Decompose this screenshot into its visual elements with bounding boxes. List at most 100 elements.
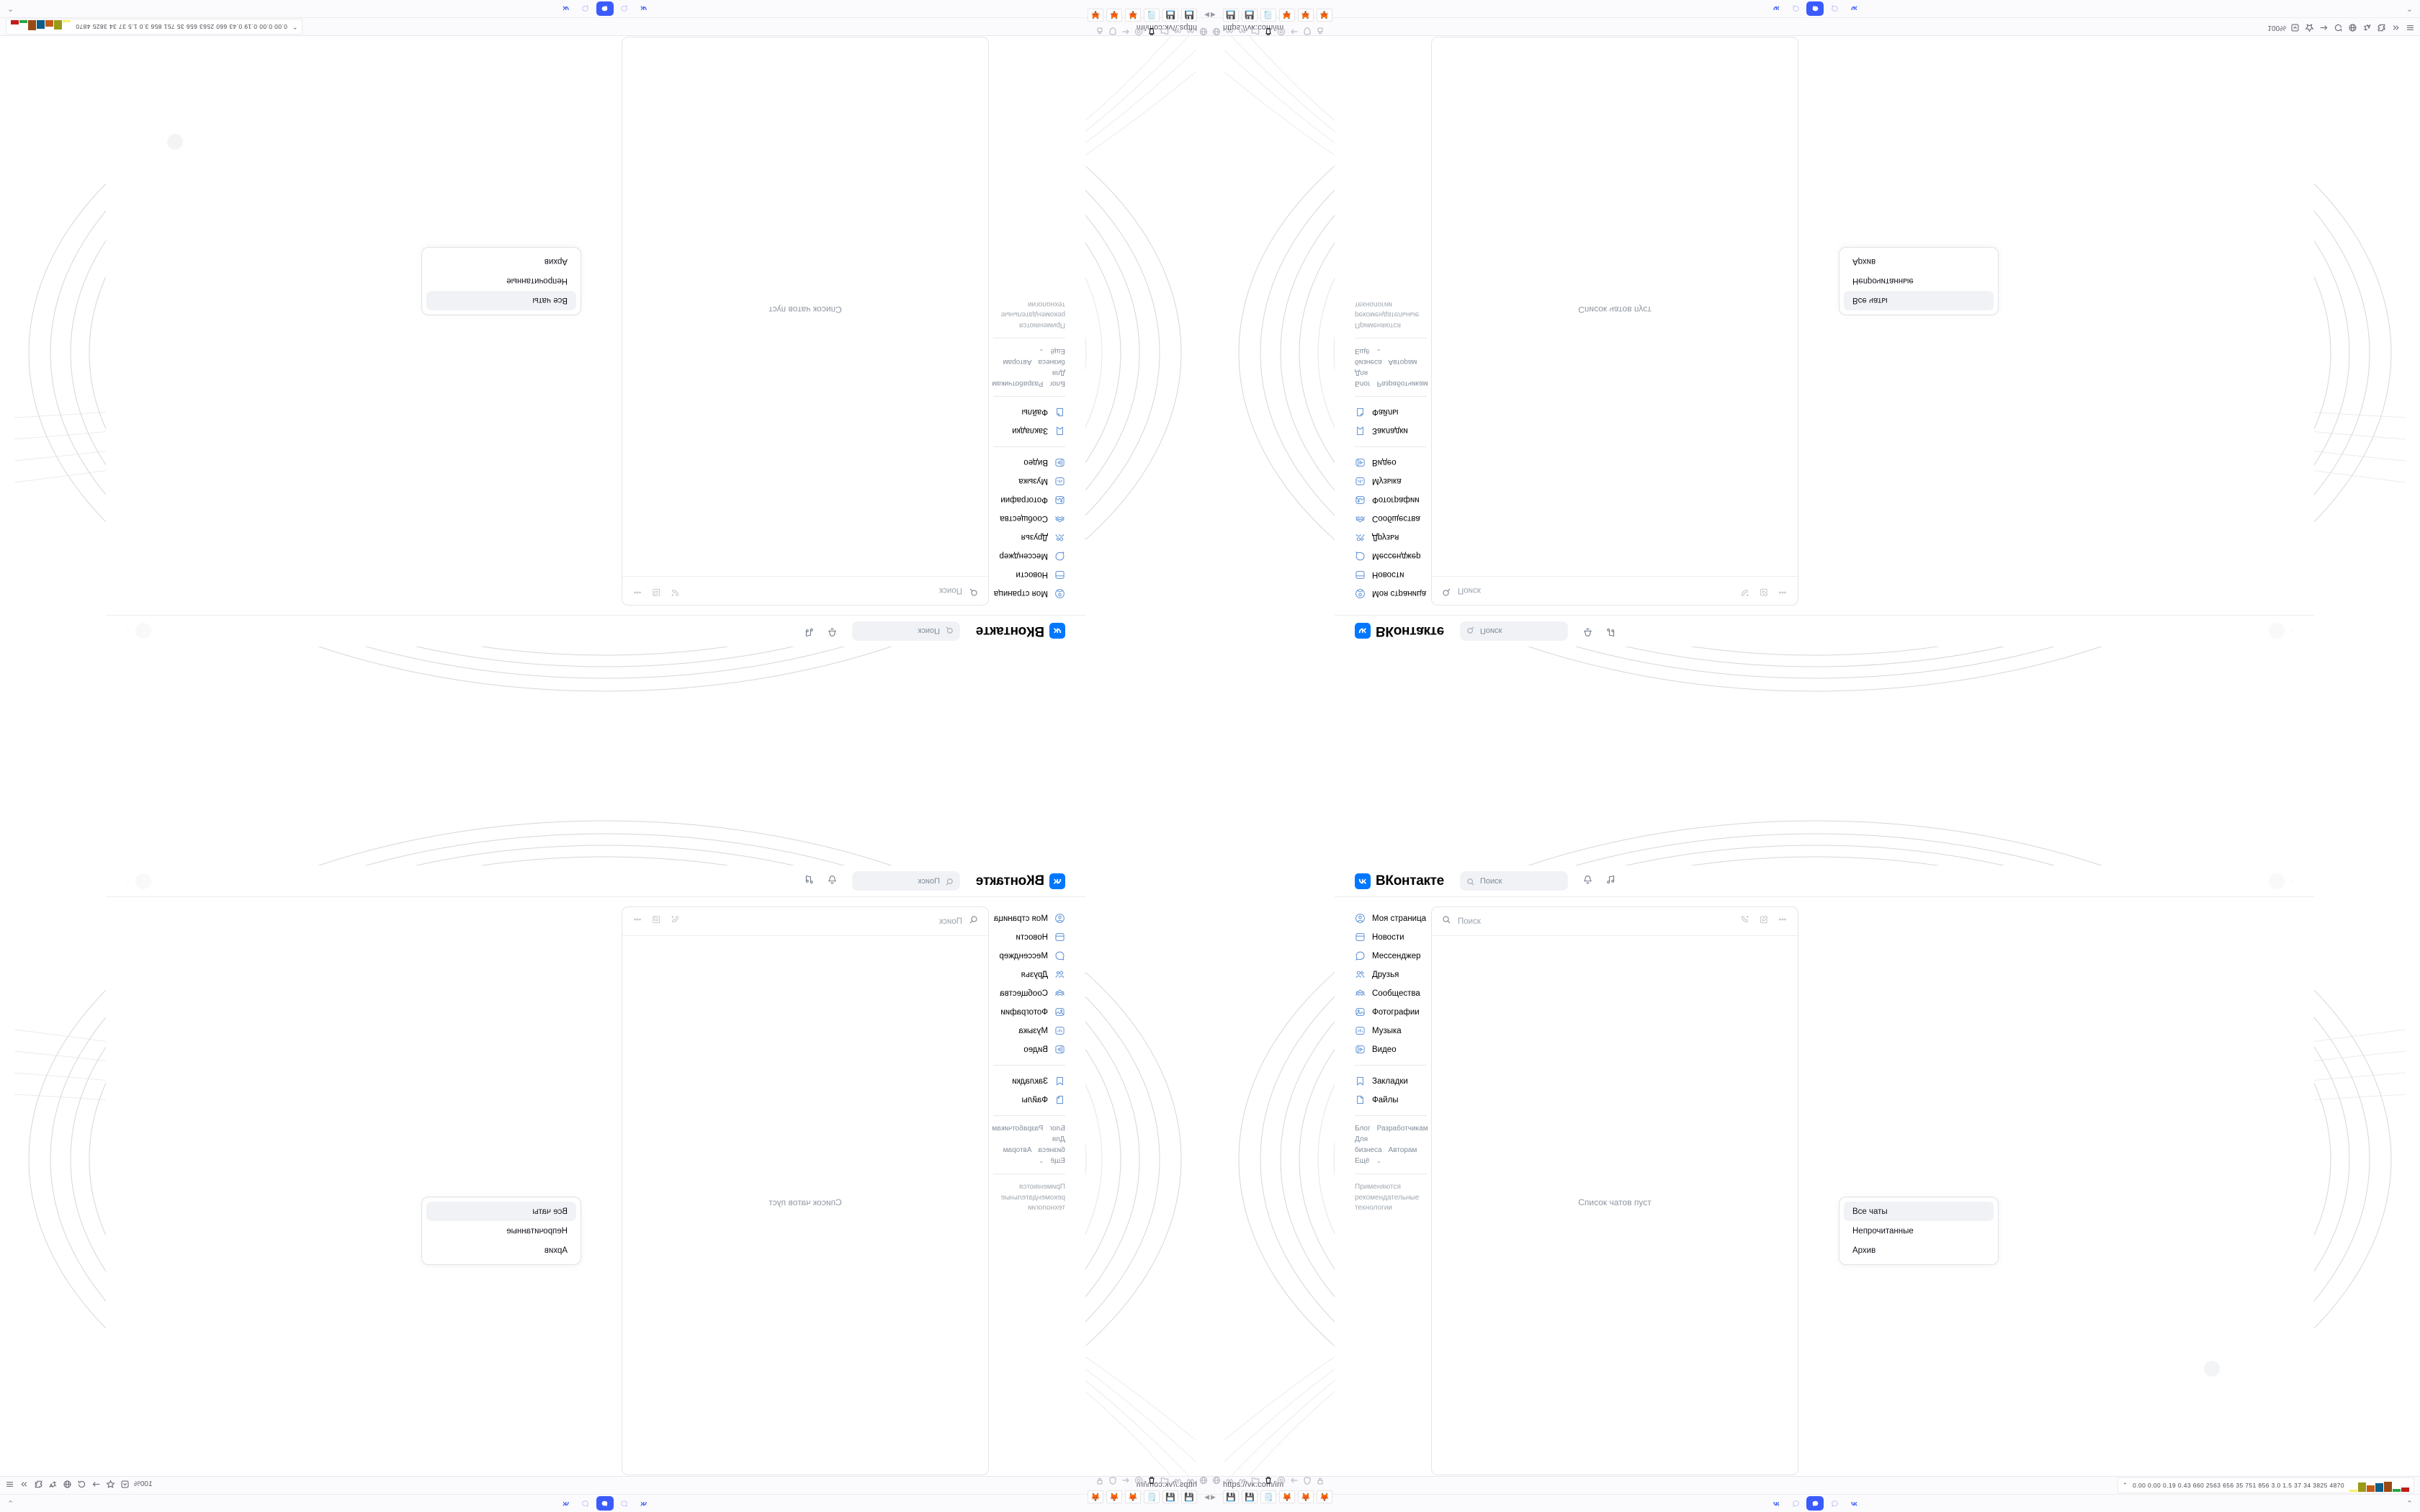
more-horizontal-icon[interactable] [632,584,642,598]
vk-logo-icon[interactable] [1355,873,1371,889]
taskbar-app-firefox[interactable]: 🦊 [1297,9,1314,22]
taskbar-arrow[interactable]: ▶ [1204,12,1209,19]
system-monitor-widget[interactable]: ⌃ 0.00 0.00 0.19 0.43 660 2563 656 35 75… [2117,1477,2414,1493]
trash-icon[interactable] [1147,24,1156,37]
sidebar-item-5[interactable]: Сообщества [993,510,1065,527]
chat-filter-option-2[interactable]: Непрочитанные [506,276,568,286]
chat-search-placeholder[interactable]: Поиск [1458,917,1481,926]
sidebar-item-3[interactable]: Мессенджер [993,948,1065,964]
music-note-icon[interactable] [804,874,815,888]
taskbar-app-row[interactable]: 🦊 🦊 🦊 🗒️ 💾 💾 ◀ ▶ 💾 💾 🗒️ 🦊 🦊 🦊 [0,1489,2420,1505]
profile-menu-button[interactable]: ⌄ [2268,873,2295,889]
chat-filter-option-3[interactable]: Архив [544,1246,568,1255]
profile-menu-button[interactable]: ⌄ [2268,623,2295,639]
taskbar-app-floppy-pb[interactable]: 💾 [1241,9,1258,22]
shield-icon[interactable] [1303,24,1312,37]
wave-icon[interactable] [1173,24,1182,37]
taskbar-app-firefox[interactable]: 🦊 [1106,9,1123,22]
sidebar-item-1[interactable]: Моя страница [993,910,1065,927]
compose-icon[interactable] [1759,584,1769,598]
sidebar-footer-link[interactable]: Блог [1049,1125,1065,1133]
compose-icon[interactable] [651,914,661,928]
sidebar-secondary-item-2[interactable]: Файлы [1355,404,1427,420]
sidebar-item-8[interactable]: Видео [1355,1041,1427,1058]
sidebar-item-8[interactable]: Видео [993,454,1065,471]
window-list-row[interactable] [0,1475,2420,1489]
global-search-input[interactable]: Поиск [852,621,961,641]
taskbar-app-floppy-green[interactable]: 💾 [1222,1490,1239,1503]
taskbar-app-firefox[interactable]: 🦊 [1316,1490,1332,1503]
lock-icon[interactable] [1095,1475,1104,1488]
sidebar-secondary-item-2[interactable]: Файлы [993,404,1065,420]
call-add-icon[interactable] [1740,584,1750,598]
taskbar-app-notepad[interactable]: 🗒️ [1144,9,1160,22]
arrow-right-icon[interactable] [1290,24,1299,37]
bell-icon[interactable] [827,874,838,888]
sidebar-footer-links[interactable]: Блог Разработчикам Для бизнеса Авторам Ещё… [1355,346,1428,389]
lock-icon[interactable] [1316,24,1325,37]
record-icon[interactable] [1277,1475,1286,1488]
sidebar-footer-link[interactable]: Разработчикам [992,1125,1044,1133]
sidebar-item-1[interactable]: Моя страница [1355,585,1427,602]
sidebar-item-4[interactable]: Друзья [993,529,1065,546]
call-add-icon[interactable] [670,584,680,598]
taskbar-arrow[interactable]: ▶ [1211,1493,1216,1500]
wave-icon[interactable] [1186,1475,1195,1488]
sidebar-item-5[interactable]: Сообщества [1355,985,1427,1002]
taskbar-app-floppy-64[interactable]: 💾 [1162,9,1179,22]
sidebar-secondary-item-2[interactable]: Файлы [1355,1092,1427,1108]
bell-icon[interactable] [1582,874,1593,888]
taskbar-bottom[interactable]: 🦊 🦊 🦊 🗒️ 💾 💾 ◀ ▶ 💾 💾 🗒️ 🦊 🦊 🦊 ⌃ 0.00 0.00 0.19 0.43 6… [0,1475,2420,1512]
sidebar-item-7[interactable]: Музыка [993,1022,1065,1039]
collapse-caret-icon[interactable]: ⌃ [2406,1500,2413,1508]
sidebar-footer-link[interactable]: Блог [1049,379,1065,387]
folder-icon[interactable] [1160,24,1169,37]
sidebar-footer-link[interactable]: Авторам [1388,358,1417,366]
chat-filter-option-2[interactable]: Непрочитанные [1852,276,1914,286]
global-search-input[interactable]: Поиск [1459,871,1568,891]
chat-search-placeholder[interactable]: Поиск [939,586,962,595]
system-monitor-caret[interactable]: ⌃ [2122,1481,2128,1489]
wave-icon[interactable] [1225,1475,1234,1488]
taskbar-app-firefox[interactable]: 🦊 [1125,9,1142,22]
taskbar-app-firefox[interactable]: 🦊 [1316,9,1332,22]
sidebar-item-7[interactable]: Музыка [993,473,1065,490]
taskbar-arrow[interactable]: ◀ [1211,12,1216,19]
global-search-input[interactable]: Поиск [1459,621,1568,641]
shield-icon[interactable] [1108,24,1117,37]
sidebar-footer-links[interactable]: Блог Разработчикам Для бизнеса Авторам Ещё… [992,346,1065,389]
chat-filter-option-3[interactable]: Архив [1852,1246,1876,1255]
sidebar-footer-links[interactable]: Блог Разработчикам Для бизнеса Авторам Ещё… [1355,1123,1428,1166]
vk-logo-icon[interactable] [1355,623,1371,639]
sidebar-item-7[interactable]: Музыка [1355,1022,1427,1039]
taskbar-app-firefox[interactable]: 🦊 [1088,9,1104,22]
music-note-icon[interactable] [1605,624,1616,639]
taskbar-app-notepad[interactable]: 🗒️ [1260,1490,1276,1503]
trash-icon[interactable] [1264,24,1273,37]
lock-icon[interactable] [1095,24,1104,37]
sidebar-item-6[interactable]: Фотографии [1355,1004,1427,1020]
music-note-icon[interactable] [804,624,815,639]
wave-icon[interactable] [1238,24,1247,37]
more-horizontal-icon[interactable] [1778,584,1788,598]
taskbar-app-firefox[interactable]: 🦊 [1297,1490,1314,1503]
chat-filter-option-1[interactable]: Все чаты [1844,291,1994,310]
sidebar-footer-link[interactable]: Блог [1355,379,1371,387]
sidebar-item-1[interactable]: Моя страница [993,585,1065,602]
chat-filter-option-3[interactable]: Архив [544,257,568,266]
globe-icon[interactable] [1199,24,1208,37]
chat-filter-option-2[interactable]: Непрочитанные [1852,1226,1914,1236]
chat-filter-option-3[interactable]: Архив [1852,257,1876,266]
wave-icon[interactable] [1186,24,1195,37]
taskbar-app-firefox[interactable]: 🦊 [1125,1490,1142,1503]
sidebar-secondary-item-1[interactable]: Закладки [1355,1073,1427,1089]
bell-icon[interactable] [1582,624,1593,639]
sidebar-item-2[interactable]: Новости [1355,929,1427,945]
sidebar-item-6[interactable]: Фотографии [993,1004,1065,1020]
music-note-icon[interactable] [1605,874,1616,888]
sidebar-item-3[interactable]: Мессенджер [1355,948,1427,964]
sidebar-footer-link[interactable]: Авторам [1003,358,1032,366]
more-horizontal-icon[interactable] [1778,914,1788,928]
global-search-input[interactable]: Поиск [852,871,961,891]
sidebar-item-2[interactable]: Новости [1355,567,1427,583]
